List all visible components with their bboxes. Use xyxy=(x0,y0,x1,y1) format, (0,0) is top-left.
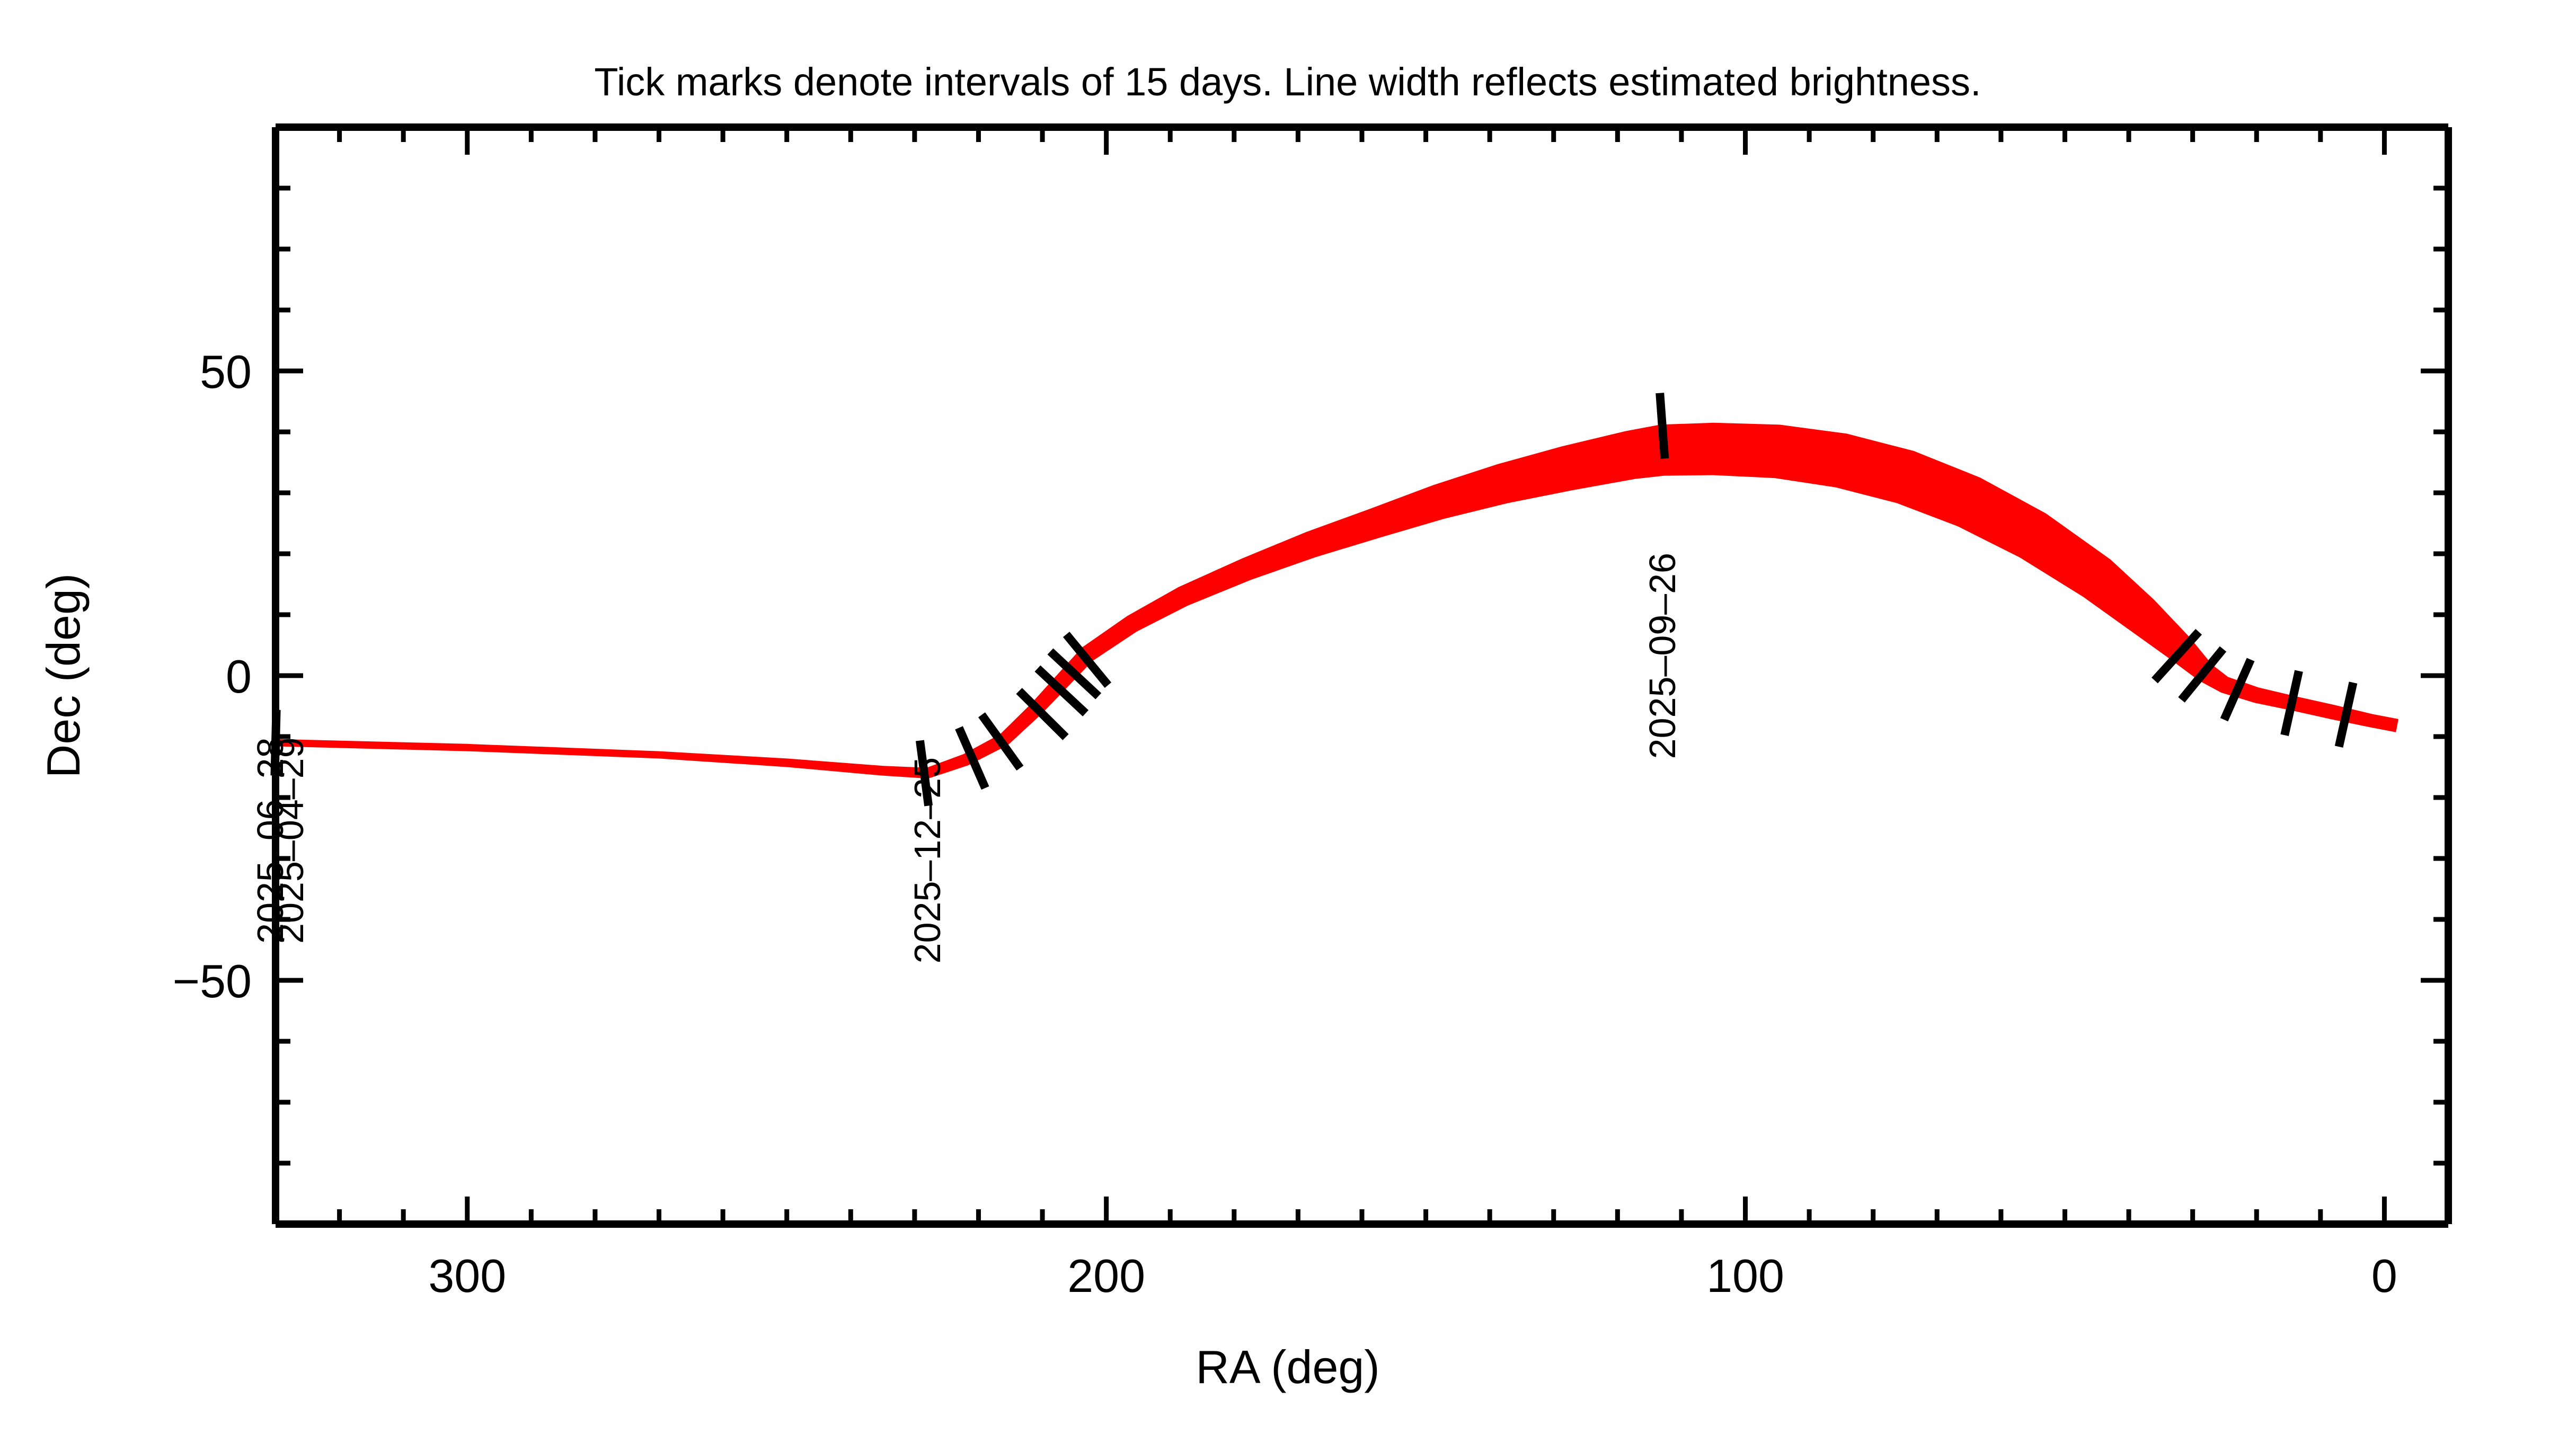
x-axis-ticks xyxy=(276,127,2448,1224)
fifteen-day-tick-7 xyxy=(1660,393,1665,459)
x-tick-label-0: 0 xyxy=(2371,1250,2397,1302)
y-tick-label-50: 50 xyxy=(200,346,252,398)
sky-track-band xyxy=(276,423,2398,779)
date-label-sep26: 2025–09–26 xyxy=(1642,553,1683,759)
y-axis-tick-labels: 50 0 −50 xyxy=(173,346,252,1007)
x-axis-label: RA (deg) xyxy=(1196,1341,1379,1393)
date-label-dec25: 2025–12–25 xyxy=(907,757,948,963)
y-tick-label-0: 0 xyxy=(226,650,252,703)
y-axis-label: Dec (deg) xyxy=(37,573,90,778)
fifteen-day-tick-group xyxy=(275,393,2353,806)
y-axis-ticks xyxy=(276,127,2448,1224)
x-tick-label-200: 200 xyxy=(1067,1250,1145,1302)
date-label-overlap: 2025–06–28 xyxy=(250,738,291,944)
track-group xyxy=(276,423,2398,779)
plot-canvas: Tick marks denote intervals of 15 days. … xyxy=(0,0,2576,1435)
plot-svg: Tick marks denote intervals of 15 days. … xyxy=(0,0,2576,1435)
x-tick-label-300: 300 xyxy=(428,1250,506,1302)
x-axis-tick-labels: 300 200 100 0 xyxy=(428,1250,2397,1302)
axis-frame xyxy=(276,127,2448,1224)
chart-title: Tick marks denote intervals of 15 days. … xyxy=(594,60,1981,104)
x-tick-label-100: 100 xyxy=(1706,1250,1784,1302)
y-tick-label--50: −50 xyxy=(173,955,252,1007)
sky-track-figure: Tick marks denote intervals of 15 days. … xyxy=(0,0,2576,1435)
